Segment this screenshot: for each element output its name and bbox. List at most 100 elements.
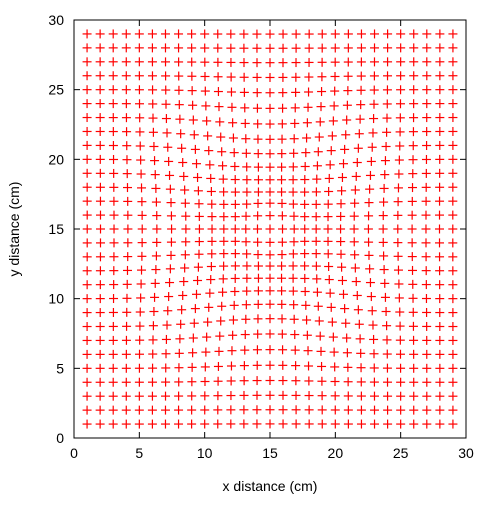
data-point (421, 266, 431, 276)
data-point (265, 224, 275, 234)
y-tick-label: 5 (56, 360, 64, 376)
data-point (369, 85, 379, 95)
data-point (265, 261, 275, 271)
data-point (230, 175, 240, 185)
data-point (435, 405, 445, 415)
data-point (178, 158, 188, 168)
data-point (435, 71, 445, 81)
data-point (252, 88, 262, 98)
data-point (121, 349, 131, 359)
data-point (409, 99, 419, 109)
data-point (338, 289, 348, 299)
data-point (161, 71, 171, 81)
data-point (317, 43, 327, 53)
data-point (122, 265, 132, 275)
data-point (121, 99, 131, 109)
data-point (200, 86, 210, 96)
data-point (206, 186, 216, 196)
data-point (338, 159, 348, 169)
data-point (383, 377, 393, 387)
data-point (300, 273, 310, 283)
data-point (421, 154, 431, 164)
data-point (448, 140, 458, 150)
data-point (226, 29, 236, 39)
data-point (206, 262, 216, 272)
data-point (227, 346, 237, 356)
data-point (108, 127, 118, 137)
data-point (380, 278, 390, 288)
data-point (393, 210, 403, 220)
data-point (109, 280, 119, 290)
data-point (95, 168, 105, 178)
data-point (166, 198, 176, 208)
data-point (174, 100, 184, 110)
data-point (95, 308, 105, 318)
data-point (82, 391, 92, 401)
data-point (395, 349, 405, 359)
data-point (277, 187, 287, 197)
data-point (109, 294, 119, 304)
data-point (162, 320, 172, 330)
data-point (330, 377, 340, 387)
data-point (278, 29, 288, 39)
data-point (174, 363, 184, 373)
data-point (367, 142, 377, 152)
data-point (382, 113, 392, 123)
data-point (408, 127, 418, 137)
data-point (355, 114, 365, 124)
data-point (435, 377, 445, 387)
data-point (277, 198, 287, 208)
data-point (323, 199, 333, 209)
data-point (180, 263, 190, 273)
data-point (383, 419, 393, 429)
data-point (219, 261, 229, 271)
data-point (364, 250, 374, 260)
data-point (311, 261, 321, 271)
data-point (291, 376, 301, 386)
data-point (278, 43, 288, 53)
data-point (137, 265, 147, 275)
data-point (187, 419, 197, 429)
data-point (82, 349, 92, 359)
data-point (265, 198, 275, 208)
data-point (365, 264, 375, 274)
data-point (202, 116, 212, 126)
data-point (304, 87, 314, 97)
data-point (150, 278, 160, 288)
data-point (213, 391, 223, 401)
data-point (121, 57, 131, 67)
data-point (435, 126, 445, 136)
data-point (422, 307, 432, 317)
data-point (317, 57, 327, 67)
data-point (278, 390, 288, 400)
data-point (343, 405, 353, 415)
data-point (134, 419, 144, 429)
data-point (82, 168, 92, 178)
data-point (277, 237, 287, 247)
data-point (343, 29, 353, 39)
data-point (448, 238, 458, 248)
data-point (148, 349, 158, 359)
data-point (288, 162, 298, 172)
data-point (229, 300, 239, 310)
data-point (252, 390, 262, 400)
data-point (95, 322, 105, 332)
data-point (161, 391, 171, 401)
data-point (409, 405, 419, 415)
data-point (288, 175, 298, 185)
data-point (108, 43, 118, 53)
data-point (95, 391, 105, 401)
data-point (207, 249, 217, 259)
data-point (304, 391, 314, 401)
data-point (122, 155, 132, 165)
data-point (265, 175, 275, 185)
data-point (161, 334, 171, 344)
data-point (369, 114, 379, 124)
data-point (109, 168, 119, 178)
data-point (422, 71, 432, 81)
data-point (382, 335, 392, 345)
data-point (356, 85, 366, 95)
data-point (219, 249, 229, 259)
x-tick-label: 0 (70, 445, 78, 461)
